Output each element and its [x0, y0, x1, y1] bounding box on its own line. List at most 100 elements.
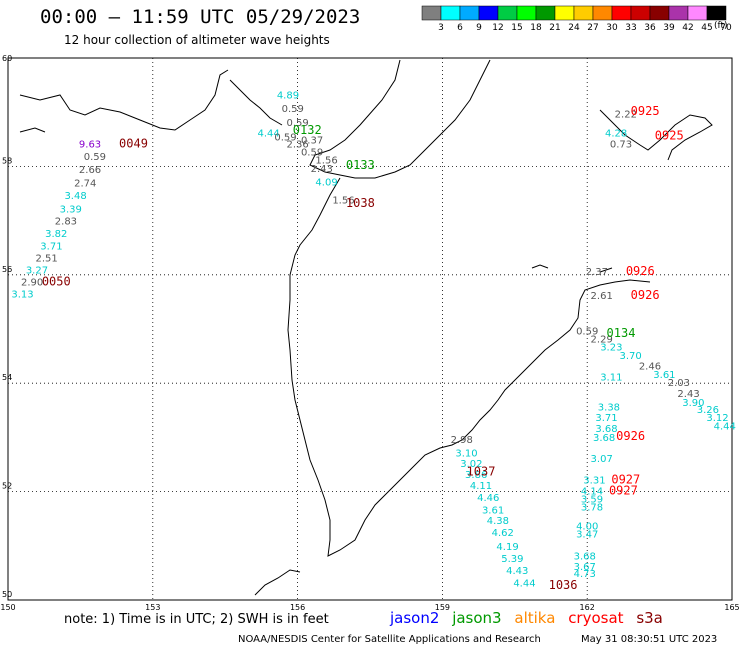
wave-height-value: 2.29: [591, 335, 613, 346]
latitude-tick-label: 58: [2, 156, 12, 165]
color-scale-label: 21: [549, 23, 560, 33]
pass-time-label: 0926: [631, 288, 660, 302]
kamchatka-coast: [309, 59, 491, 179]
wave-height-value: 3.68: [595, 424, 617, 435]
color-scale-bar: 3 6 9 12 15 18 21 24 27 30 33 36 39 42 45 70: [421, 5, 732, 33]
color-scale-label: 36: [644, 23, 656, 33]
wave-height-value: 0.59: [84, 152, 106, 163]
wave-height-value: 0.59: [274, 132, 296, 143]
latitude-tick-label: 50: [2, 590, 12, 599]
wave-height-value: 4.14: [581, 486, 603, 497]
wave-height-value: 4.89: [277, 91, 299, 102]
map-frame: [7, 57, 733, 601]
wave-height-value: 4.46: [477, 493, 499, 504]
wave-height-value: 0.59: [576, 326, 598, 337]
color-swatch: [706, 5, 727, 21]
pass-time-labels: 0049 0050 0132 0133 1038 1037 1036 0925 0925 0926…: [42, 104, 684, 592]
wave-height-value: 0.73: [610, 139, 632, 150]
wave-height-value: 0.59: [301, 148, 323, 159]
wave-height-value: 3.67: [574, 562, 596, 573]
graticule: [7, 57, 733, 601]
wave-height-value: 9.63: [79, 139, 101, 150]
wave-height-value: 4.44: [513, 578, 535, 589]
mission-altika: altika: [514, 609, 556, 627]
mission-cryosat: cryosat: [568, 609, 624, 627]
wave-height-value: 2.98: [451, 435, 473, 446]
pass-time-label: 0132: [293, 123, 322, 137]
pass-time-label: 0133: [346, 158, 375, 172]
wave-height-value: 3.13: [11, 290, 33, 301]
wave-height-value: 3.71: [595, 413, 617, 424]
wave-height-value: 2.51: [35, 253, 57, 264]
longitude-tick-label: 165: [724, 603, 739, 612]
latitude-tick-label: 54: [2, 373, 12, 382]
pass-time-label: 0926: [616, 429, 645, 443]
west-kamchatka-shore: [287, 177, 651, 557]
wave-height-value: 0.59: [286, 118, 308, 129]
wave-height-value: 3.31: [583, 475, 605, 486]
wave-height-value: 2.03: [668, 378, 690, 389]
wave-height-value: 5.39: [501, 554, 523, 565]
wave-height-value: 1.56: [332, 195, 354, 206]
color-scale-label: 15: [511, 23, 522, 33]
wave-height-value: 3.47: [576, 530, 598, 541]
color-scale-label: 12: [492, 23, 503, 33]
wave-height-value: 2.83: [55, 216, 77, 227]
wave-height-value: 3.82: [45, 229, 67, 240]
color-scale-label: 27: [587, 23, 598, 33]
wave-height-value: 3.02: [460, 459, 482, 470]
wave-height-value: 2.43: [311, 164, 333, 175]
wave-height-value: 4.00: [576, 522, 598, 533]
wave-height-value: 4.44: [714, 421, 736, 432]
wave-height-value: 0.37: [301, 136, 323, 147]
wave-height-value: 3.61: [482, 505, 504, 516]
wave-height-value: 4.28: [605, 129, 627, 140]
wave-height-value: 4.11: [470, 481, 492, 492]
color-scale-label: 45: [701, 23, 712, 33]
wave-height-value: 4.62: [492, 528, 514, 539]
wave-height-value: 2.36: [286, 139, 308, 150]
wave-height-value: 4.73: [574, 569, 596, 580]
wave-height-value: 3.78: [581, 503, 603, 514]
pass-time-label: 0925: [655, 128, 684, 142]
longitude-tick-label: 159: [435, 603, 450, 612]
east-coast-north: [599, 109, 713, 161]
kuril-islands: [19, 127, 301, 596]
wave-height-value: 3.59: [581, 494, 603, 505]
latitude-tick-label: 56: [2, 265, 12, 274]
wave-height-value: 4.44: [258, 129, 280, 140]
longitude-tick-label: 156: [290, 603, 305, 612]
pass-time-label: 1036: [549, 578, 578, 592]
wave-height-value: 3.90: [682, 398, 704, 409]
credit-text: NOAA/NESDIS Center for Satellite Applica…: [238, 634, 541, 645]
mission-jason3: jason3: [452, 609, 502, 627]
wave-height-value: 2.66: [79, 165, 101, 176]
wave-height-value: 1.56: [315, 156, 337, 167]
wave-height-values: 9.630.592.662.743.483.392.833.823.712.51…: [11, 91, 736, 590]
wave-height-value: 3.48: [64, 191, 86, 202]
longitude-tick-label: 162: [580, 603, 595, 612]
okhotsk-north-shore: [19, 69, 229, 131]
coastline: [19, 59, 713, 596]
wave-height-value: 4.43: [506, 566, 528, 577]
wave-height-value: 3.68: [593, 433, 615, 444]
pass-time-label: 1038: [346, 196, 375, 210]
okhotsk-inlet: [229, 79, 283, 126]
wave-height-value: 3.70: [620, 351, 642, 362]
wave-height-value: 2.22: [615, 110, 637, 121]
wave-height-value: 2.61: [591, 291, 613, 302]
mission-jason2: jason2: [390, 609, 440, 627]
color-scale-label: 3: [438, 23, 444, 33]
wave-height-value: 4.38: [487, 516, 509, 527]
pass-time-label: 0049: [119, 136, 148, 150]
color-scale-label: 70: [720, 23, 732, 33]
pass-time-label: 0134: [607, 326, 636, 340]
color-scale-label: 6: [457, 23, 463, 33]
longitude-tick-label: 153: [145, 603, 160, 612]
color-scale-label: 24: [568, 23, 580, 33]
unit-label: (ft): [714, 21, 728, 31]
wave-height-value: 3.38: [598, 402, 620, 413]
color-scale-label: 39: [663, 23, 675, 33]
wave-height-value: 3.86: [465, 470, 487, 481]
